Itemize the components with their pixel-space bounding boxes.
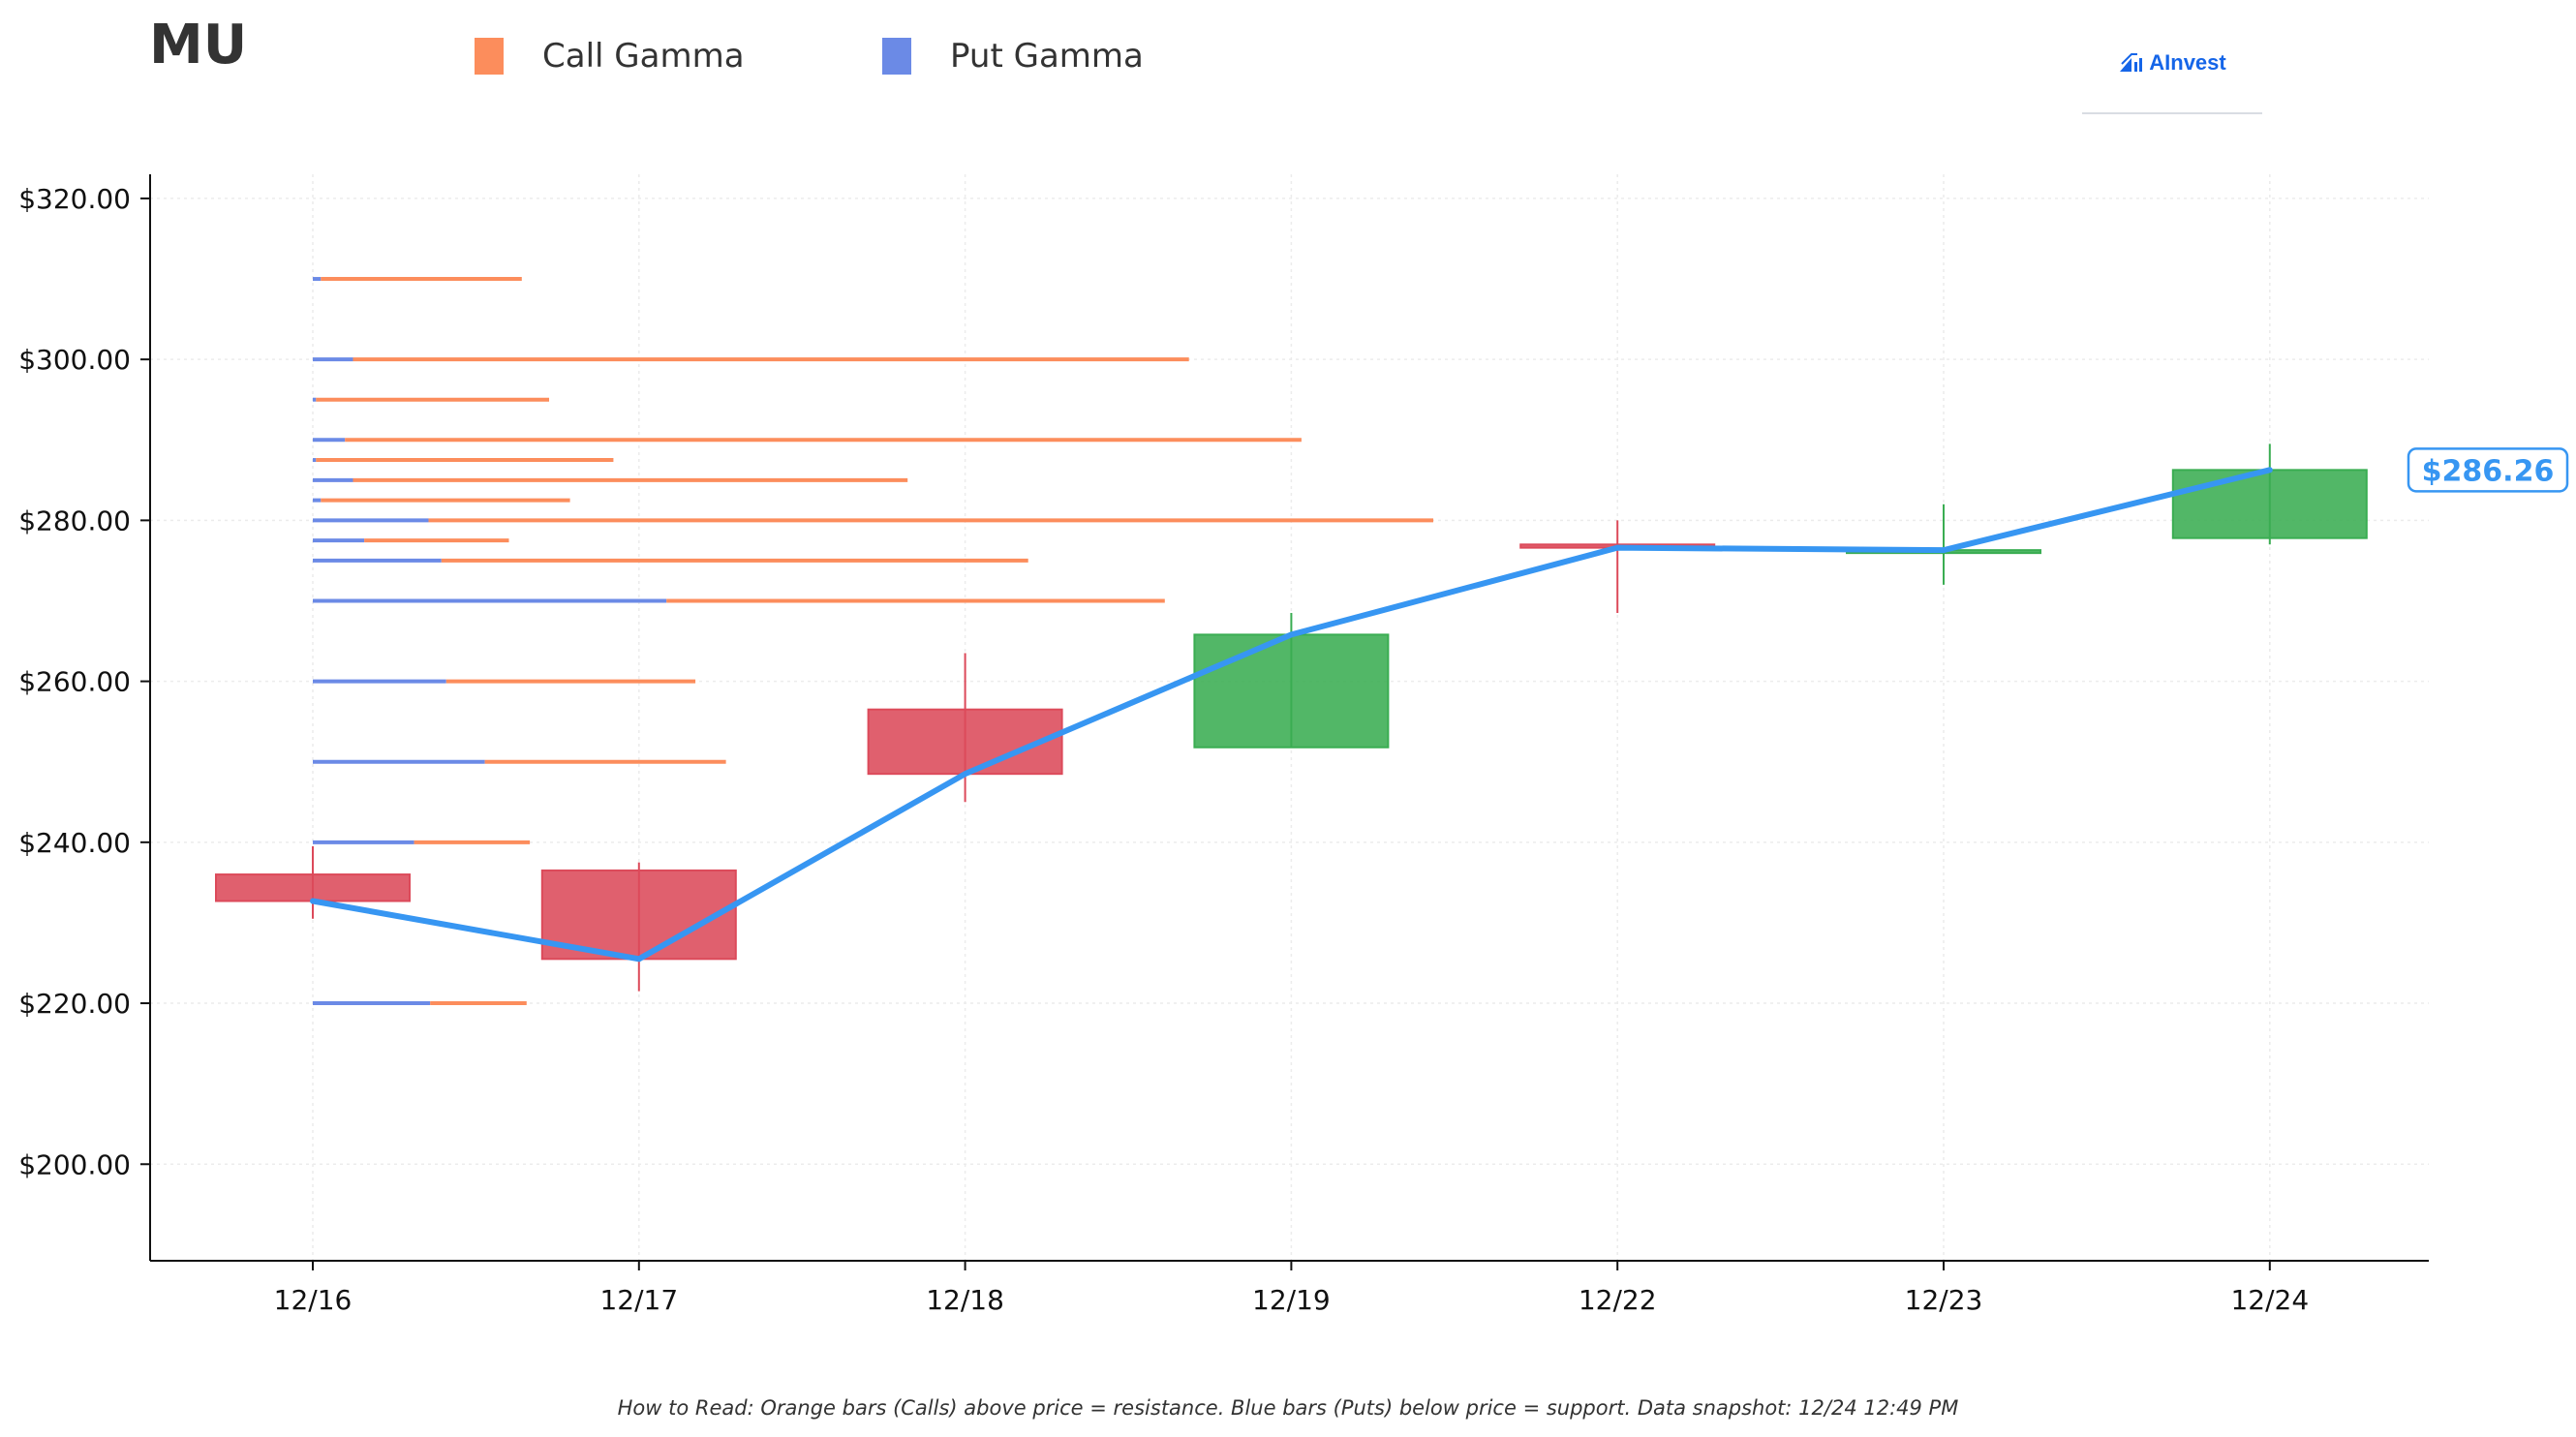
legend-call-label: Call Gamma	[542, 37, 745, 76]
how-to-read-note: How to Read: Orange bars (Calls) above p…	[617, 1396, 1959, 1420]
candle-body	[867, 708, 1063, 776]
last-price-label: $286.26	[2422, 454, 2555, 488]
legend-call-swatch	[475, 38, 504, 75]
y-tick-label: $320.00	[18, 183, 131, 215]
y-tick-label: $220.00	[18, 988, 131, 1020]
last-price-badge	[2407, 447, 2569, 493]
close-price-line	[310, 467, 2273, 963]
candle-body	[540, 869, 737, 961]
x-tick-label: 12/24	[2230, 1284, 2309, 1316]
price-label-layer: $286.26	[2407, 447, 2569, 493]
y-tick-label: $200.00	[18, 1148, 131, 1180]
y-tick-label: $240.00	[18, 827, 131, 859]
candle-body	[2171, 469, 2368, 539]
x-tick-label: 12/16	[274, 1284, 353, 1316]
x-tick-label: 12/17	[599, 1284, 678, 1316]
legend-call-gamma: Call Gamma	[475, 37, 745, 76]
y-tick-label: $300.00	[18, 344, 131, 376]
gamma-bars-layer	[313, 277, 1434, 1006]
close-line-layer	[310, 467, 2273, 963]
candle-body	[215, 873, 411, 902]
x-tick-label: 12/19	[1252, 1284, 1331, 1316]
ticker-title: MU	[149, 14, 248, 76]
y-tick-label: $260.00	[18, 666, 131, 698]
brand-logo-box: AInvest	[2082, 48, 2262, 114]
legend-put-swatch	[882, 38, 911, 75]
legend-put-gamma: Put Gamma	[882, 37, 1144, 76]
x-tick-label: 12/23	[1905, 1284, 1983, 1316]
axes-layer: $200.00 $220.00 $240.00 $260.00 $280.00 $300.…	[18, 174, 2429, 1316]
brand-name: AInvest	[2149, 50, 2226, 75]
candle-body	[1193, 633, 1390, 749]
ainvest-logo-icon	[2120, 53, 2143, 72]
y-tick-label: $280.00	[18, 504, 131, 536]
x-tick-label: 12/18	[926, 1284, 1004, 1316]
x-tick-label: 12/22	[1579, 1284, 1657, 1316]
legend-put-label: Put Gamma	[950, 37, 1144, 76]
